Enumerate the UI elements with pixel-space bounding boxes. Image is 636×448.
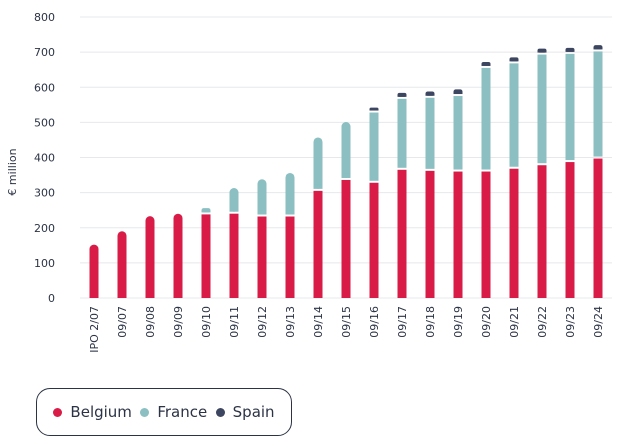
legend-label-spain: Spain (232, 403, 275, 421)
bar-spain-09/21 (509, 57, 519, 62)
bar-france-09/11 (229, 188, 239, 212)
y-tick-label: 800 (34, 11, 55, 24)
y-tick-label: 600 (34, 81, 55, 94)
bar-france-09/18 (425, 97, 435, 169)
x-tick-label: 09/17 (396, 306, 409, 338)
x-axis: IPO 2/07 09/07 09/08 09/09 09/10 09/11 09/12 09… (88, 306, 605, 353)
x-tick-label: 09/15 (340, 306, 353, 338)
bar-belgium-09/15 (341, 179, 351, 298)
bar-france-09/14 (313, 137, 323, 189)
y-tick-label: 700 (34, 46, 55, 59)
bar-france-09/19 (453, 96, 463, 170)
legend-item-belgium: Belgium (53, 403, 132, 421)
bar-spain-09/18 (425, 91, 435, 96)
bar-belgium-09/07 (117, 231, 127, 298)
bar-spain-09/23 (565, 47, 575, 52)
y-tick-label: 500 (34, 116, 55, 129)
legend-label-belgium: Belgium (70, 403, 132, 421)
bar-spain-09/16 (369, 107, 379, 111)
x-tick-label: IPO 2/07 (88, 306, 101, 353)
x-tick-label: 09/09 (172, 306, 185, 338)
legend-item-france: France (140, 403, 207, 421)
legend: Belgium France Spain (36, 388, 292, 436)
x-tick-label: 09/21 (508, 306, 521, 338)
bar-belgium-09/24 (593, 158, 603, 298)
bar-spain-09/22 (537, 48, 547, 53)
x-tick-label: 09/07 (116, 306, 129, 338)
bar-france-09/13 (285, 172, 295, 215)
bar-belgium-09/19 (453, 171, 463, 298)
bar-france-09/21 (509, 63, 519, 167)
bar-spain-09/20 (481, 61, 491, 66)
bar-france-09/22 (537, 54, 547, 164)
x-tick-label: 09/19 (452, 306, 465, 338)
x-tick-label: 09/12 (256, 306, 269, 338)
bar-france-09/23 (565, 53, 575, 161)
y-tick-label: 200 (34, 222, 55, 235)
y-axis-label: € million (6, 148, 19, 195)
bar-belgium-09/14 (313, 190, 323, 298)
bar-belgium-09/12 (257, 216, 267, 298)
legend-item-spain: Spain (215, 403, 275, 421)
bar-belgium-09/16 (369, 182, 379, 298)
bar-france-09/17 (397, 98, 407, 168)
x-tick-label: 09/11 (228, 306, 241, 338)
bar-belgium-09/09 (173, 213, 183, 298)
bar-france-09/20 (481, 67, 491, 170)
y-tick-label: 100 (34, 257, 55, 270)
x-tick-label: 09/20 (480, 306, 493, 338)
x-tick-label: 09/22 (536, 306, 549, 338)
bar-france-09/10 (201, 208, 211, 213)
x-tick-label: 09/13 (284, 306, 297, 338)
bar-belgium-09/11 (229, 213, 239, 298)
bar-belgium-09/10 (201, 214, 211, 298)
bar-belgium-09/23 (565, 162, 575, 298)
bars (89, 45, 603, 298)
x-tick-label: 09/16 (368, 306, 381, 338)
legend-swatch-spain (215, 407, 225, 417)
x-tick-label: 09/08 (144, 306, 157, 338)
y-axis: 0 100 200 300 400 500 600 700 800 (34, 11, 55, 305)
y-tick-label: 400 (34, 152, 55, 165)
x-tick-label: 09/23 (564, 306, 577, 338)
bar-belgium-09/13 (285, 216, 295, 298)
bar-belgium-IPO 2/07 (89, 244, 99, 298)
y-tick-label: 0 (48, 292, 55, 305)
bar-france-09/24 (593, 51, 603, 157)
bar-belgium-09/22 (537, 165, 547, 298)
bar-spain-09/24 (593, 45, 603, 50)
bar-belgium-09/17 (397, 169, 407, 298)
bar-belgium-09/08 (145, 216, 155, 298)
y-tick-label: 300 (34, 187, 55, 200)
stacked-bar-chart: 0 100 200 300 400 500 600 700 800 € million IPO … (6, 11, 612, 353)
legend-swatch-france (140, 407, 150, 417)
legend-swatch-belgium (53, 407, 63, 417)
x-tick-label: 09/24 (592, 306, 605, 338)
x-tick-label: 09/10 (200, 306, 213, 338)
x-tick-label: 09/14 (312, 306, 325, 338)
bar-belgium-09/21 (509, 168, 519, 298)
bar-belgium-09/18 (425, 170, 435, 298)
bar-france-09/12 (257, 179, 267, 215)
bar-france-09/15 (341, 122, 351, 178)
bar-france-09/16 (369, 112, 379, 181)
x-tick-label: 09/18 (424, 306, 437, 338)
bar-spain-09/17 (397, 92, 407, 97)
bar-belgium-09/20 (481, 171, 491, 298)
legend-label-france: France (157, 403, 208, 421)
bar-spain-09/19 (453, 89, 463, 95)
